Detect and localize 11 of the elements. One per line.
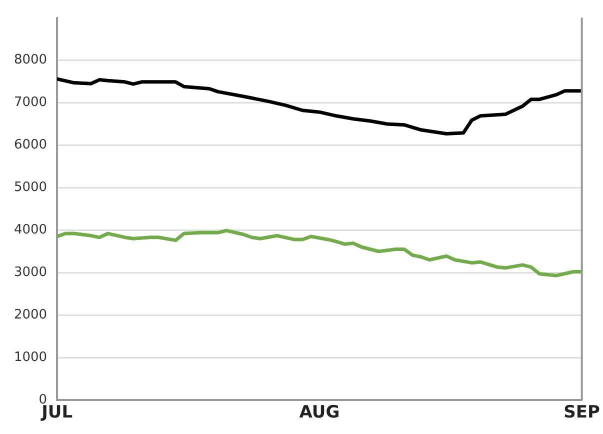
y-tick-label: 6000 — [14, 138, 48, 153]
x-tick-label: AUG — [299, 402, 340, 423]
y-tick-label: 4000 — [14, 222, 48, 238]
x-tick-label: JUL — [40, 402, 73, 423]
y-tick-label: 5000 — [14, 180, 48, 196]
x-tick-label: SEP — [564, 402, 600, 423]
y-tick-label: 1000 — [14, 350, 48, 365]
y-tick-label: 8000 — [14, 52, 48, 68]
y-tick-label: 2000 — [14, 307, 48, 322]
y-tick-label: 7000 — [14, 95, 48, 110]
y-tick-label: 3000 — [14, 264, 48, 280]
